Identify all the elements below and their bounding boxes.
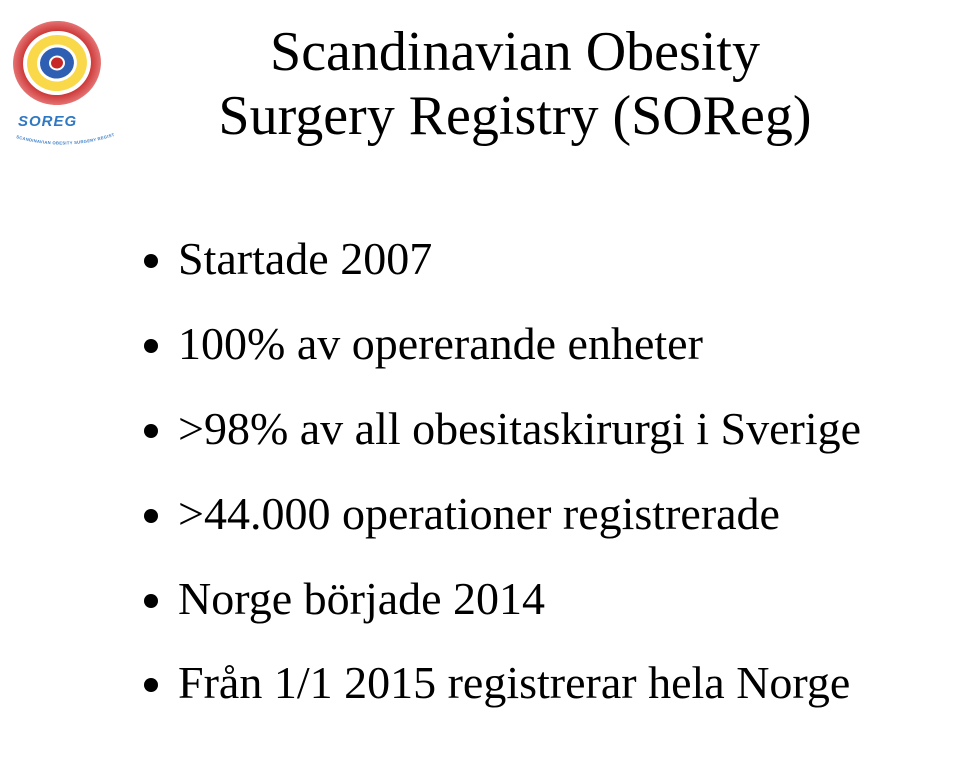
list-item: >98% av all obesitaskirurgi i Sverige	[178, 400, 900, 459]
list-item: Startade 2007	[178, 230, 900, 289]
slide-title: Scandinavian Obesity Surgery Registry (S…	[130, 20, 900, 149]
title-line-2: Surgery Registry (SOReg)	[130, 84, 900, 148]
list-item: Norge började 2014	[178, 570, 900, 629]
list-item: 100% av opererande enheter	[178, 315, 900, 374]
bullet-list: Startade 2007 100% av opererande enheter…	[130, 230, 900, 739]
slide: SOREG SCANDINAVIAN OBESITY SURGERY REGIS…	[0, 0, 960, 766]
title-line-1: Scandinavian Obesity	[130, 20, 900, 84]
soreg-logo: SOREG SCANDINAVIAN OBESITY SURGERY REGIS…	[10, 18, 120, 163]
logo-brand-text: SOREG	[18, 113, 77, 130]
list-item: Från 1/1 2015 registrerar hela Norge	[178, 654, 900, 713]
list-item: >44.000 operationer registrerade	[178, 485, 900, 544]
target-icon: SOREG SCANDINAVIAN OBESITY SURGERY REGIS…	[10, 18, 120, 158]
